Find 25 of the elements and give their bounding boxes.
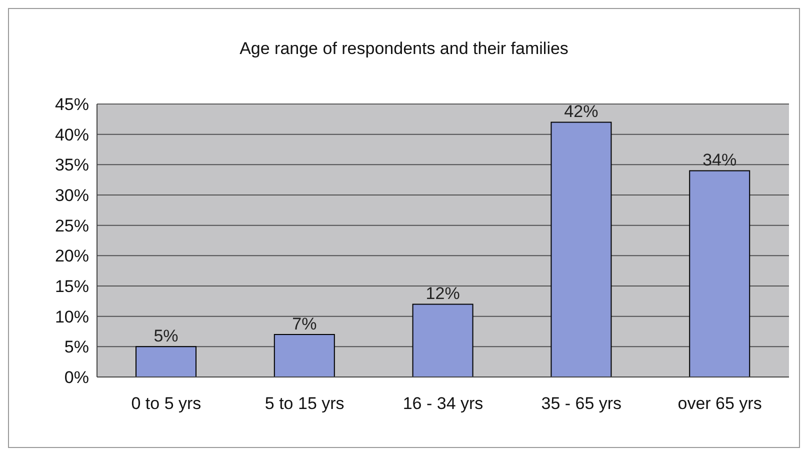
y-tick-label: 25%: [54, 216, 89, 236]
data-label: 42%: [564, 102, 598, 122]
x-tick-label: 16 - 34 yrs: [402, 394, 484, 414]
x-tick-label: over 65 yrs: [678, 394, 762, 414]
y-tick-label: 5%: [64, 338, 89, 357]
bar: [274, 334, 335, 377]
bar: [689, 170, 750, 377]
data-label: 5%: [154, 326, 178, 346]
y-tick-label: 40%: [54, 125, 89, 144]
y-tick-label: 15%: [54, 277, 89, 296]
data-label: 12%: [426, 284, 460, 304]
x-tick-label: 5 to 15 yrs: [264, 394, 344, 414]
y-tick-label: 45%: [54, 95, 89, 114]
chart-title: Age range of respondents and their families: [238, 39, 570, 59]
x-tick-label: 35 - 65 yrs: [541, 394, 622, 414]
bar: [136, 346, 196, 377]
y-tick-label: 20%: [54, 246, 89, 266]
data-label: 7%: [292, 314, 317, 334]
bar: [412, 304, 474, 377]
y-tick-label: 35%: [54, 156, 89, 175]
x-tick-label: 0 to 5 yrs: [131, 394, 202, 414]
y-tick-label: 10%: [54, 307, 89, 326]
y-tick-label: 30%: [54, 186, 89, 206]
y-tick-label: 0%: [64, 368, 89, 388]
bar: [550, 122, 612, 377]
